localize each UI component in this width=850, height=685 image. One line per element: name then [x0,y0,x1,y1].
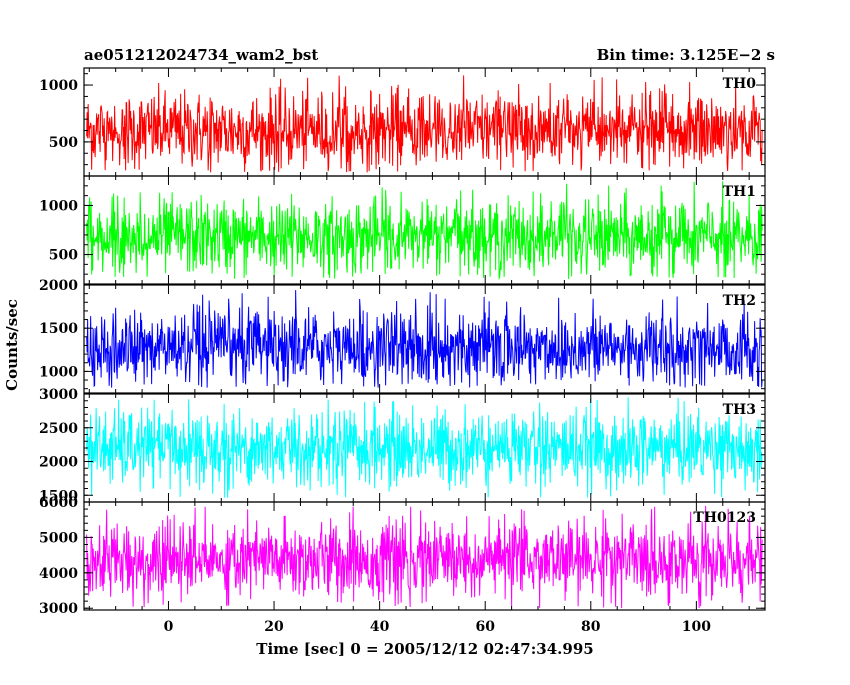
y-tick-label: 5000 [39,530,78,546]
panel-th2: 1000 1500 2000 TH2 [39,278,765,393]
x-tick-label: 40 [370,619,390,635]
x-tick-label: 0 [164,619,174,635]
series-th0 [87,75,763,172]
y-tick-label: 2500 [39,421,78,437]
y-tick-label: 3000 [39,387,78,403]
panel-label: TH2 [723,293,756,309]
y-tick-label: 2000 [39,455,78,471]
x-tick-label: 20 [264,619,284,635]
series-th0123 [87,506,763,608]
plot-title-left: ae051212024734_wam2_bst [84,46,318,64]
panel-label: TH3 [723,402,756,418]
panel-th1: 500 1000 TH1 [39,176,765,284]
plot-title-right: Bin time: 3.125E−2 s [597,46,775,64]
panel-th0: 500 1000 TH0 [39,68,765,176]
x-tick-label: 60 [475,619,495,635]
y-tick-label: 1000 [39,364,78,380]
y-tick-label: 1500 [39,321,78,337]
series-th1 [87,181,763,279]
y-tick-label: 4000 [39,566,78,582]
y-tick-label: 2000 [39,278,78,294]
panel-label: TH0123 [693,510,756,526]
panel-label: TH0 [723,76,757,92]
y-tick-label: 6000 [39,495,78,511]
y-tick-label: 500 [49,135,78,151]
panel-label: TH1 [723,184,756,200]
x-axis-label: Time [sec] 0 = 2005/12/12 02:47:34.995 [256,640,593,658]
y-tick-label: 3000 [39,601,78,617]
x-tick-label: 100 [682,619,711,635]
y-tick-label: 1000 [39,78,78,94]
y-axis-label: Counts/sec [3,299,21,391]
x-tick-label: 80 [581,619,601,635]
series-th3 [87,397,763,498]
panel-th0123: 3000 4000 5000 6000 TH0123 [39,495,765,617]
y-tick-label: 1000 [39,198,78,214]
y-tick-label: 500 [49,248,78,264]
series-th2 [87,290,763,388]
